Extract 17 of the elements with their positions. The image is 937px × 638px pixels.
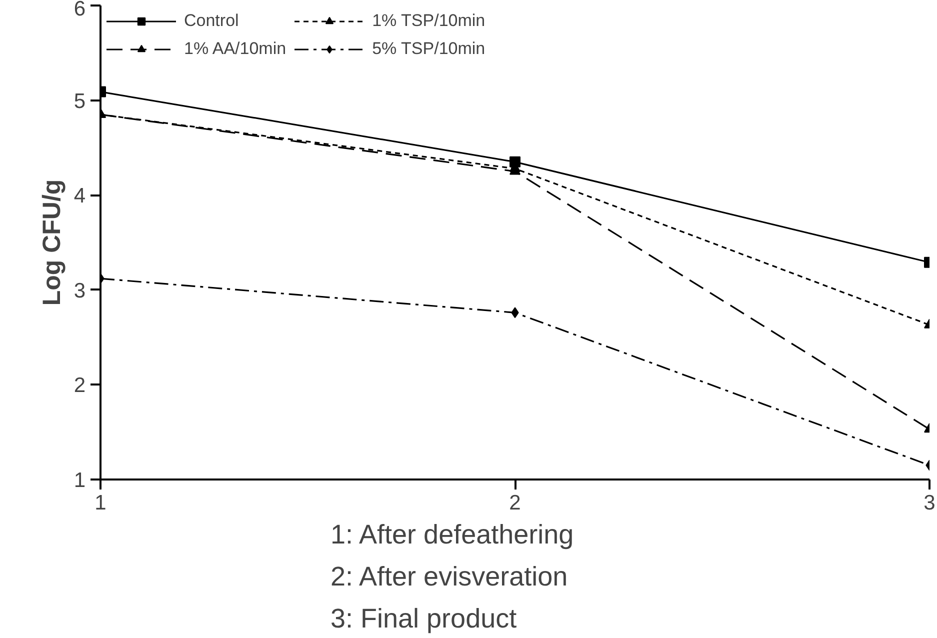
y-tick-label: 3 [74, 279, 86, 302]
legend-label: 1% AA/10min [184, 39, 286, 59]
x-tick-label: 1 [94, 492, 106, 514]
x-tick-label: 2 [509, 492, 521, 514]
legend-label: 5% TSP/10min [372, 39, 486, 59]
y-tick-label: 2 [74, 374, 86, 398]
x-tick-label: 3 [924, 492, 936, 514]
legend-label: Control [184, 11, 239, 31]
y-tick-label: 6 [74, 0, 86, 20]
y-tick-label: 1 [74, 469, 86, 492]
text: 1: After defeathering [330, 520, 574, 550]
y-axis-title: Log CFU/g [38, 179, 66, 306]
text: 2: After evisveration [330, 562, 568, 592]
y-tick-label: 4 [74, 184, 86, 208]
y-tick-label: 5 [74, 90, 86, 113]
legend-label: 1% TSP/10min [372, 11, 486, 31]
text: 3: Final product [330, 604, 518, 634]
